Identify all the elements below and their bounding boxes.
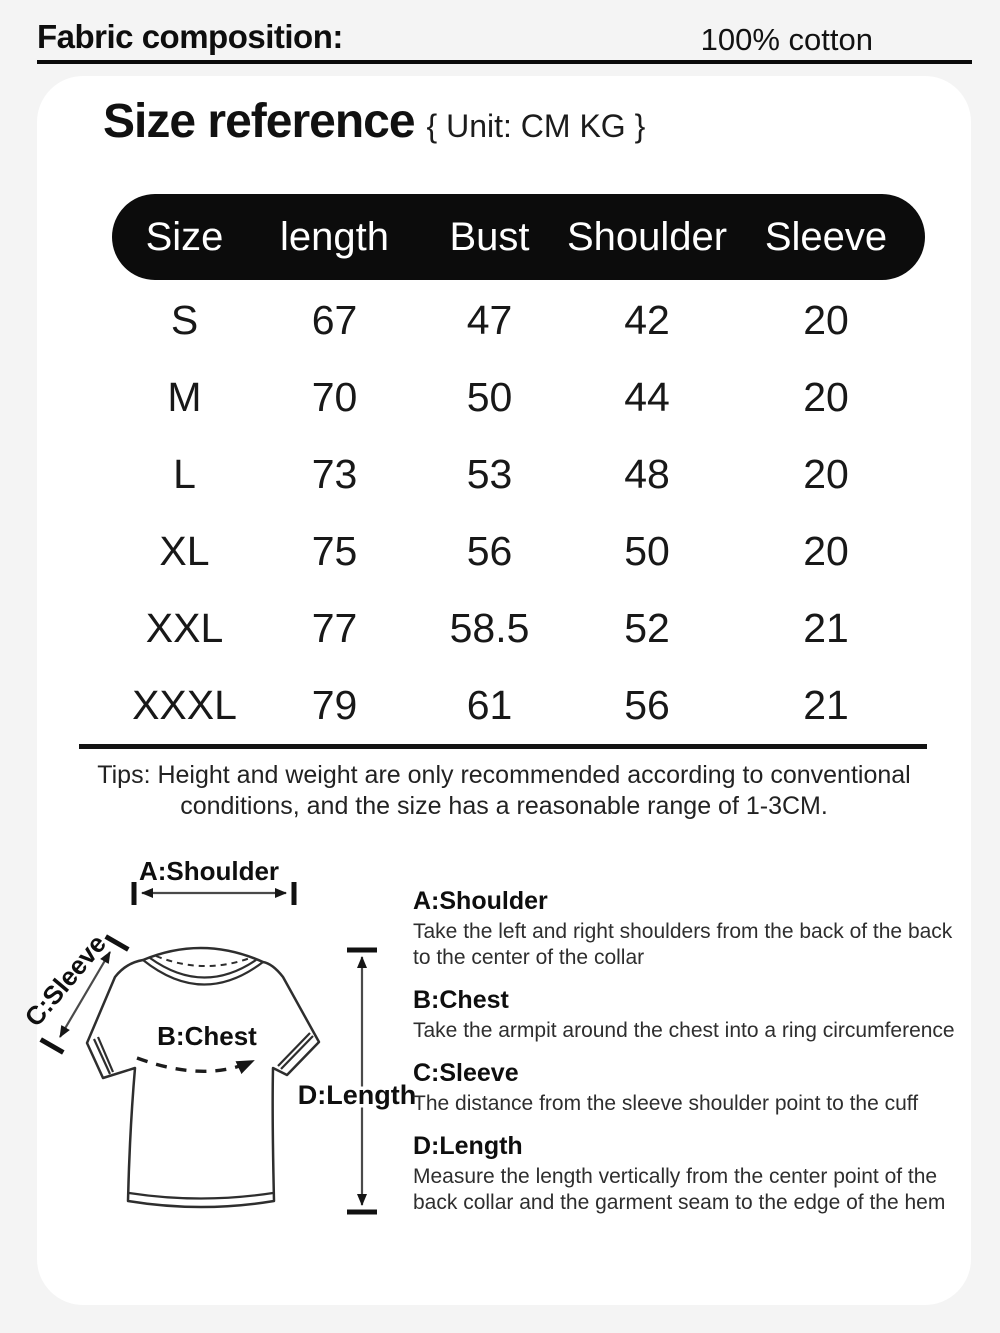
definition-desc: The distance from the sleeve shoulder po… (413, 1092, 919, 1115)
tips-note: Tips: Height and weight are only recomme… (37, 760, 971, 822)
cell-value: 21 (803, 682, 849, 728)
collar-inner-line (149, 957, 257, 979)
cell-value: 52 (624, 605, 670, 651)
right-cuff-line (280, 1035, 314, 1070)
definition-term: B:Chest (413, 986, 509, 1014)
table-row: S 67 47 42 20 (112, 282, 925, 359)
chest-measure-arc (136, 1056, 255, 1075)
definition-shoulder: A:Shoulder Take the left and right shoul… (413, 888, 993, 971)
cell-value: 67 (311, 297, 358, 343)
cell-value: 56 (624, 682, 670, 728)
col-header-shoulder: Shoulder (567, 214, 728, 259)
left-cuff-line (96, 1036, 115, 1073)
cell-value: 53 (466, 451, 513, 497)
card-unit: { Unit: CM KG } (426, 108, 646, 144)
col-header-size: Size (145, 214, 224, 259)
sleeve-measure-arrow (59, 951, 111, 1038)
cell-value: 70 (311, 374, 358, 420)
card-title: Size reference (103, 95, 416, 148)
cell-value: 47 (466, 297, 513, 343)
cell-value: 20 (803, 528, 849, 574)
length-diagram-label: D:Length (298, 1080, 416, 1110)
col-header-bust: Bust (449, 214, 530, 259)
measure-definitions: A:Shoulder Take the left and right shoul… (413, 888, 993, 1232)
hem-line (128, 1191, 274, 1200)
tips-line: Tips: Height and weight are only recomme… (97, 761, 911, 789)
definition-term: A:Shoulder (413, 887, 548, 915)
definition-sleeve: C:Sleeve The distance from the sleeve sh… (413, 1060, 993, 1117)
definition-term: C:Sleeve (413, 1059, 519, 1087)
tips-line: conditions, and the size has a reasonabl… (180, 792, 828, 820)
shoulder-diagram-label: A:Shoulder (139, 856, 279, 886)
cell-value: 44 (624, 374, 670, 420)
cell-value: 56 (466, 528, 513, 574)
card-title-row: Size reference { Unit: CM KG } (103, 94, 645, 149)
definition-length: D:Length Measure the length vertically f… (413, 1133, 993, 1216)
cell-value: 21 (803, 605, 849, 651)
tshirt-outline (85, 946, 321, 1209)
table-row: XXXL 79 61 56 21 (112, 667, 925, 744)
fabric-composition-label: Fabric composition: (37, 18, 343, 55)
tshirt-measure-diagram: A:Shoulder C:Sleeve B:Chest D:Length (25, 856, 420, 1215)
cell-value: 42 (624, 297, 670, 343)
cell-value: 20 (803, 374, 849, 420)
table-row: XL 75 56 50 20 (112, 513, 925, 590)
definition-desc: Measure the length vertically from the c… (413, 1165, 946, 1214)
cell-size: XXXL (132, 682, 237, 728)
cell-value: 79 (311, 682, 358, 728)
cell-value: 20 (803, 451, 849, 497)
cell-size: M (167, 374, 202, 420)
fabric-composition-value: 100% cotton (700, 22, 873, 57)
cell-value: 75 (311, 528, 358, 574)
cell-value: 61 (466, 682, 513, 728)
definition-term: D:Length (413, 1132, 523, 1160)
cell-value: 50 (466, 374, 513, 420)
cell-value: 58.5 (449, 605, 530, 651)
collar-stitch-line (155, 955, 251, 967)
cell-size: L (173, 451, 196, 497)
collar-outer-line (142, 959, 264, 986)
cell-value: 50 (624, 528, 670, 574)
top-divider-line (37, 60, 972, 64)
sleeve-arrow-endbar (104, 934, 130, 952)
cell-value: 77 (311, 605, 358, 651)
size-table-body: S 67 47 42 20 M 70 50 44 20 L 73 53 48 2… (112, 282, 925, 744)
left-cuff-line (92, 1038, 112, 1075)
size-table-header: Size length Bust Shoulder Sleeve (112, 194, 925, 280)
cell-size: S (170, 297, 199, 343)
cell-value: 48 (624, 451, 670, 497)
chest-diagram-label: B:Chest (157, 1021, 257, 1051)
cell-value: 73 (311, 451, 358, 497)
col-header-sleeve: Sleeve (764, 214, 888, 259)
table-row: L 73 53 48 20 (112, 436, 925, 513)
sleeve-arrow-endbar (39, 1037, 65, 1055)
definition-desc: Take the armpit around the chest into a … (413, 1019, 955, 1042)
cell-size: XL (159, 528, 210, 574)
col-header-length: length (280, 214, 389, 259)
right-cuff-line (277, 1032, 311, 1067)
table-bottom-divider (79, 744, 927, 749)
definition-desc: Take the left and right shoulders from t… (413, 920, 953, 969)
table-row: M 70 50 44 20 (112, 359, 925, 436)
definition-chest: B:Chest Take the armpit around the chest… (413, 987, 993, 1044)
cell-value: 20 (803, 297, 849, 343)
table-row: XXL 77 58.5 52 21 (112, 590, 925, 667)
cell-size: XXL (145, 605, 224, 651)
